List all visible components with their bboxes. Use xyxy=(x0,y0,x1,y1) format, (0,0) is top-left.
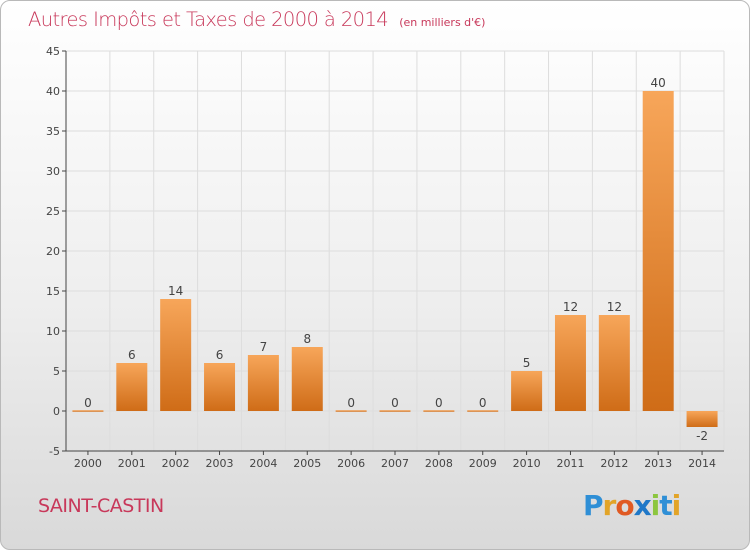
axes xyxy=(62,50,724,455)
logo-letter: i xyxy=(650,489,661,522)
bar-2001 xyxy=(116,363,148,411)
value-label-2005: 8 xyxy=(303,332,311,346)
x-tick-label-2013: 2013 xyxy=(644,457,672,470)
logo-letter: P xyxy=(583,489,604,522)
value-label-2011: 12 xyxy=(563,300,578,314)
value-label-2009: 0 xyxy=(479,396,487,410)
value-label-2007: 0 xyxy=(391,396,399,410)
chart-subtitle: (en milliers d'€) xyxy=(399,16,486,29)
y-tick-label: 30 xyxy=(46,165,60,178)
x-tick-label-2014: 2014 xyxy=(688,457,716,470)
y-tick-label: 45 xyxy=(46,45,60,58)
y-tick-label: 40 xyxy=(46,85,60,98)
x-tick-label-2012: 2012 xyxy=(600,457,628,470)
x-tick-label-2004: 2004 xyxy=(249,457,277,470)
x-tick-label-2008: 2008 xyxy=(425,457,453,470)
x-tick-label-2007: 2007 xyxy=(381,457,409,470)
value-label-2014: -2 xyxy=(696,429,708,443)
labels: -5 0 5 10 15 20 25 30 35 40 45 0 2000 6 2001 14 2002 6 200… xyxy=(46,45,716,470)
bar-2009 xyxy=(467,410,499,412)
commune-name: SAINT-CASTIN xyxy=(38,495,164,517)
logo-letter: o xyxy=(615,489,634,522)
y-tick-label: 20 xyxy=(46,245,60,258)
bar-2003 xyxy=(204,363,236,411)
bars xyxy=(72,91,718,427)
value-label-2008: 0 xyxy=(435,396,443,410)
logo-letter: i xyxy=(671,489,682,522)
bar-2011 xyxy=(554,315,586,411)
x-tick-label-2000: 2000 xyxy=(74,457,102,470)
x-tick-label-2011: 2011 xyxy=(556,457,584,470)
bar-2004 xyxy=(247,355,279,411)
logo-letter: r xyxy=(602,489,617,522)
value-label-2001: 6 xyxy=(128,348,136,362)
y-tick-label: 0 xyxy=(53,405,60,418)
value-label-2012: 12 xyxy=(607,300,622,314)
y-tick-label: 35 xyxy=(46,125,60,138)
y-tick-label: 15 xyxy=(46,285,60,298)
value-label-2000: 0 xyxy=(84,396,92,410)
x-tick-label-2001: 2001 xyxy=(118,457,146,470)
x-tick-label-2006: 2006 xyxy=(337,457,365,470)
value-label-2010: 5 xyxy=(523,356,531,370)
bar-2008 xyxy=(423,410,455,412)
y-tick-label: 25 xyxy=(46,205,60,218)
x-tick-label-2005: 2005 xyxy=(293,457,321,470)
value-label-2004: 7 xyxy=(260,340,268,354)
bar-2010 xyxy=(511,371,543,411)
value-label-2013: 40 xyxy=(651,76,666,90)
bar-2006 xyxy=(335,410,367,412)
x-tick-label-2003: 2003 xyxy=(206,457,234,470)
bar-2005 xyxy=(291,347,323,411)
x-tick-label-2002: 2002 xyxy=(162,457,190,470)
x-tick-label-2010: 2010 xyxy=(513,457,541,470)
logo-letter: t xyxy=(659,489,672,522)
bar-2000 xyxy=(72,410,104,412)
value-label-2002: 14 xyxy=(168,284,183,298)
value-label-2006: 0 xyxy=(347,396,355,410)
chart-title: Autres Impôts et Taxes de 2000 à 2014 xyxy=(28,8,389,31)
y-tick-label: -5 xyxy=(49,445,60,458)
title-row: Autres Impôts et Taxes de 2000 à 2014 (e… xyxy=(28,8,485,31)
value-label-2003: 6 xyxy=(216,348,224,362)
x-tick-label-2009: 2009 xyxy=(469,457,497,470)
bar-2013 xyxy=(642,91,674,411)
y-tick-label: 10 xyxy=(46,325,60,338)
bar-2012 xyxy=(598,315,630,411)
bar-2002 xyxy=(160,299,192,411)
bar-2014 xyxy=(686,411,718,427)
logo-letter: x xyxy=(633,489,652,522)
y-tick-label: 5 xyxy=(53,365,60,378)
bar-2007 xyxy=(379,410,411,412)
proxiti-logo: Proxiti xyxy=(583,489,682,522)
